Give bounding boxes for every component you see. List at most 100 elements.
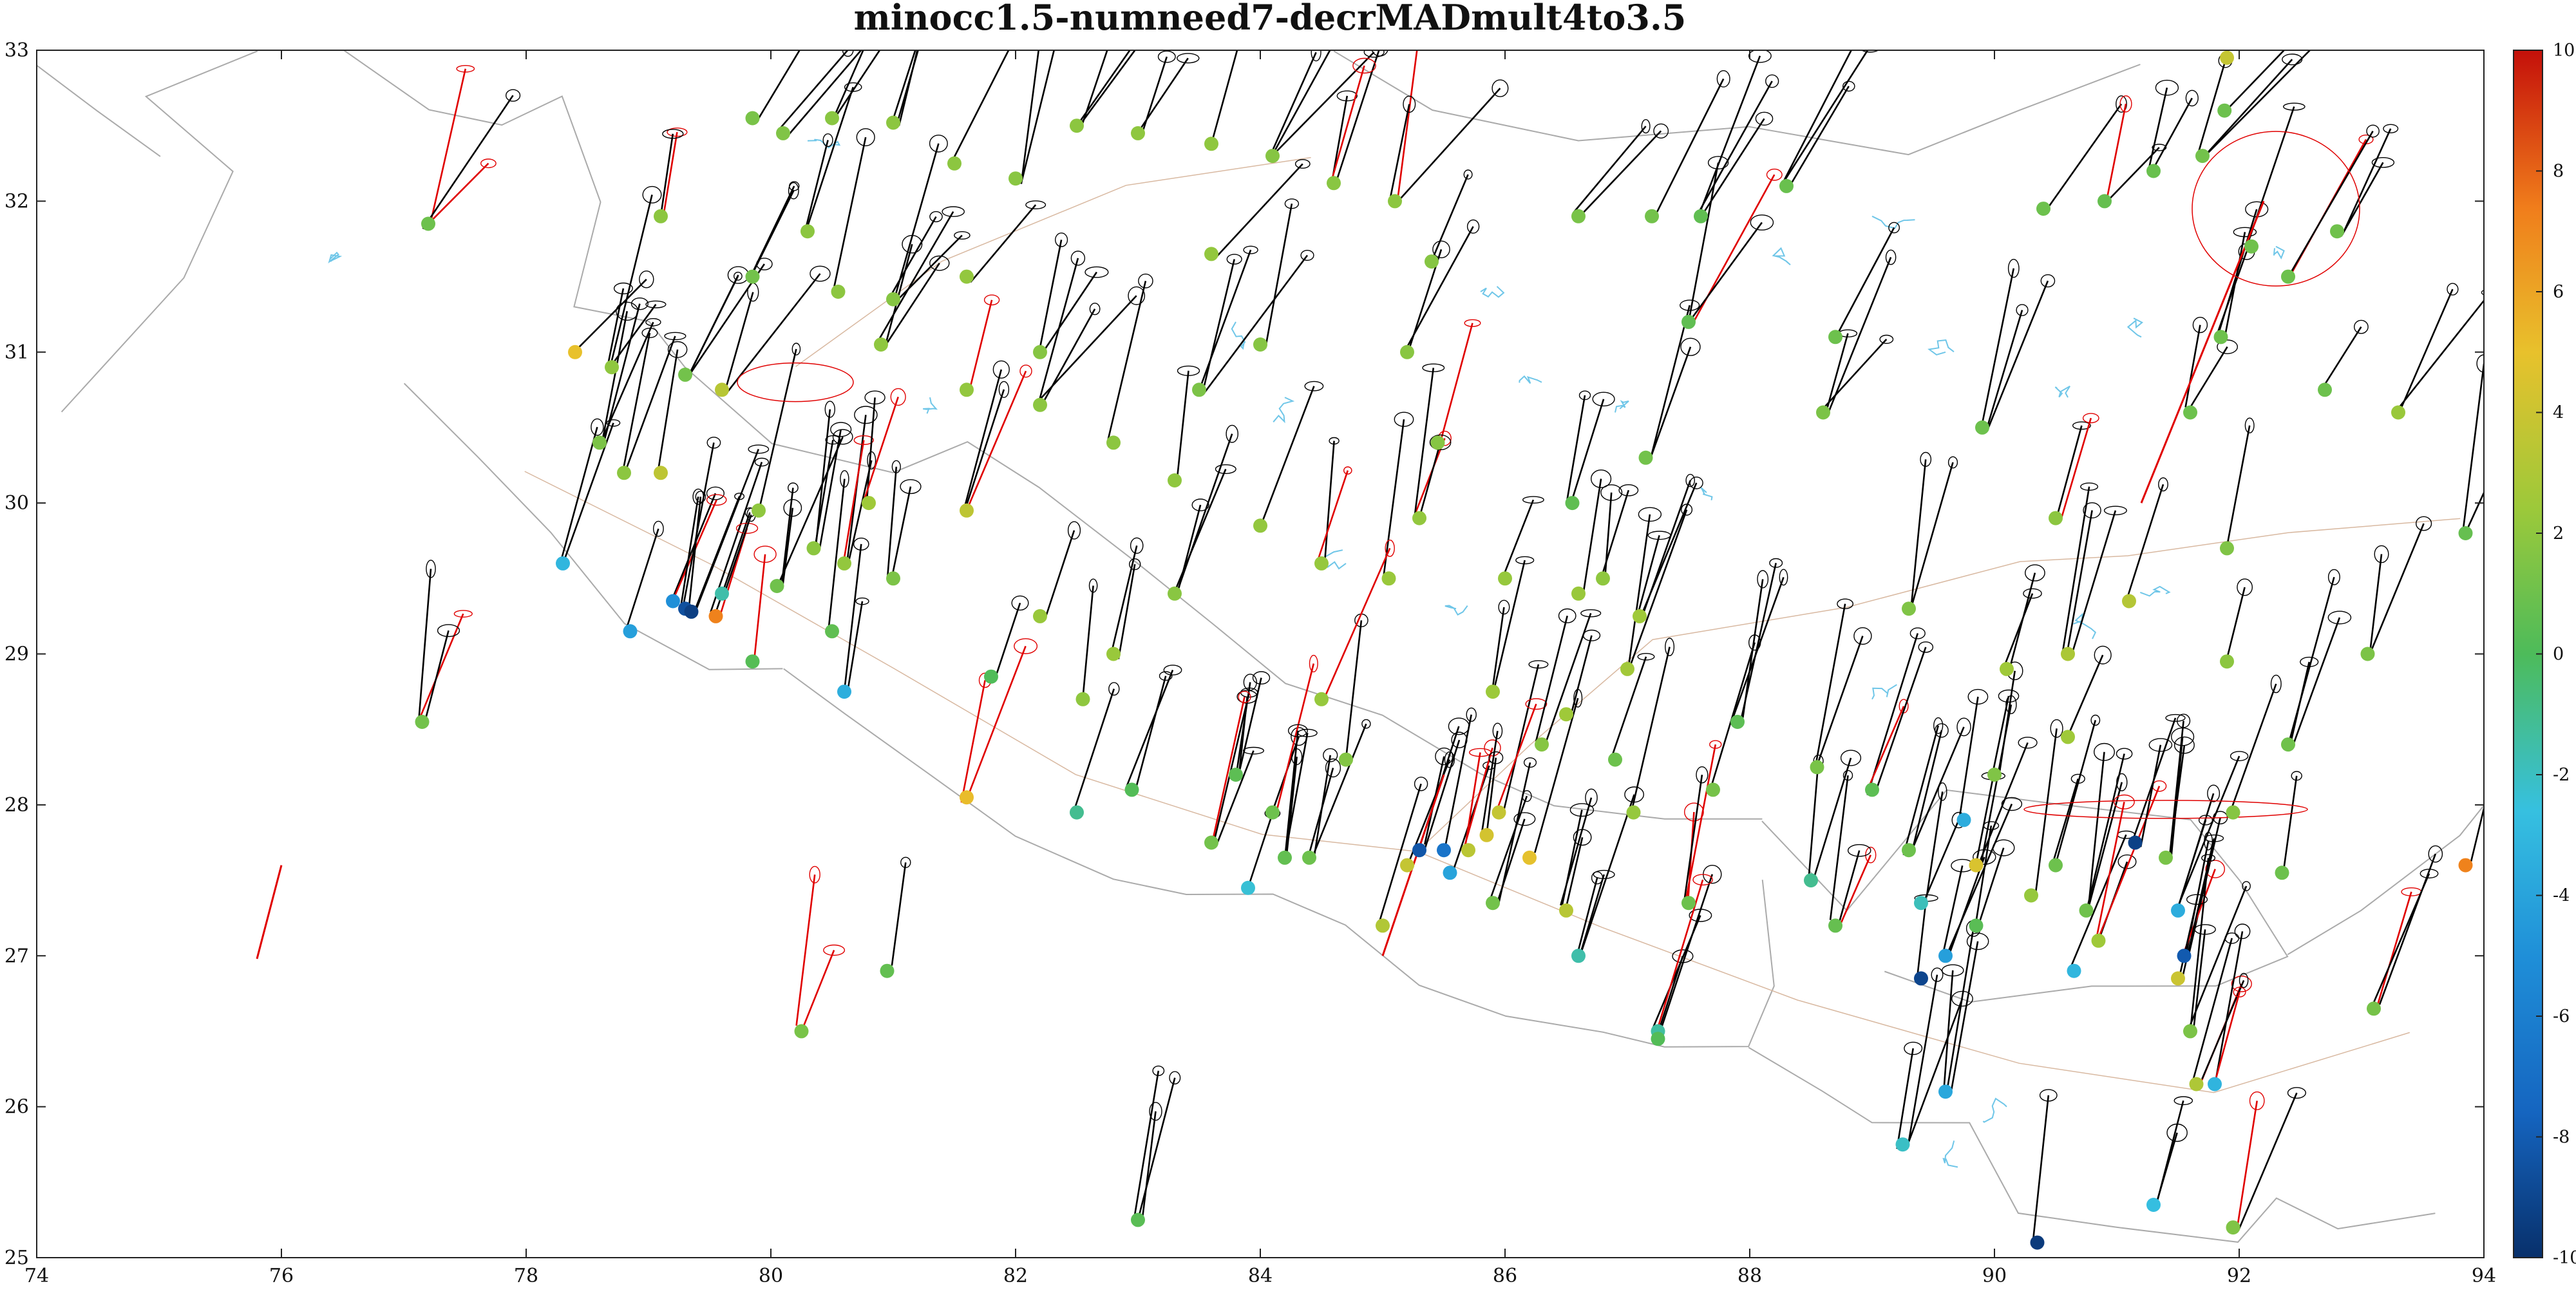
error-ellipse: [1466, 219, 1480, 234]
velocity-vector: [819, 429, 842, 551]
y-tick-label: 28: [5, 794, 29, 817]
station-point: [1314, 556, 1329, 571]
station-point: [1461, 843, 1475, 858]
velocity-vector: [970, 204, 1037, 283]
velocity-vector: [2228, 683, 2277, 817]
velocity-vector: [601, 311, 628, 445]
station-point: [1253, 337, 1267, 352]
velocity-vector: [2192, 938, 2233, 1083]
error-ellipse: [613, 282, 633, 294]
velocity-vector: [1571, 399, 1605, 501]
station-point: [2226, 1220, 2240, 1235]
error-ellipse: [1025, 200, 1046, 209]
x-tick-label: 74: [24, 1265, 49, 1287]
velocity-vector: [1582, 478, 1602, 596]
error-ellipse: [1011, 595, 1029, 611]
station-point: [1192, 383, 1206, 397]
border-line: [783, 668, 1775, 1048]
error-ellipse: [2233, 227, 2257, 238]
error-ellipse: [2371, 156, 2395, 168]
velocity-vector: [806, 86, 854, 230]
velocity-vector: [1981, 268, 2015, 426]
error-ellipse: [1689, 909, 1712, 922]
velocity-vector: [1915, 898, 1927, 983]
station-point: [886, 571, 900, 586]
error-ellipse: [1689, 477, 1703, 489]
station-point: [1565, 496, 1580, 511]
velocity-vector: [1907, 974, 1938, 1145]
error-ellipse: [1685, 473, 1695, 487]
error-ellipse: [1169, 1071, 1181, 1084]
error-ellipse: [1558, 608, 1577, 623]
error-ellipse: [900, 856, 911, 869]
velocity-vector: [605, 288, 625, 372]
station-point: [1865, 782, 1879, 797]
colorbar-tick-label: 8: [2553, 162, 2564, 182]
station-point: [2244, 239, 2259, 254]
error-ellipse: [2119, 95, 2132, 113]
outlier-vector: [256, 865, 283, 959]
velocity-vector: [1045, 271, 1097, 349]
error-ellipse: [1618, 484, 1639, 496]
error-ellipse: [2488, 460, 2503, 474]
velocity-vector: [1176, 370, 1189, 477]
error-ellipse: [1159, 671, 1173, 681]
station-point: [1412, 511, 1426, 525]
error-ellipse: [1432, 240, 1450, 258]
error-ellipse: [2353, 319, 2369, 334]
station-points: [415, 50, 2473, 1250]
station-point: [2318, 383, 2332, 397]
station-point: [984, 669, 998, 684]
velocity-vector: [1689, 222, 1763, 321]
station-point: [1168, 473, 1182, 487]
velocity-vector: [1986, 280, 2049, 431]
velocity-vector: [1828, 257, 1892, 413]
station-point: [1381, 571, 1396, 586]
error-ellipse: [1681, 504, 1693, 516]
y-tick-label: 30: [5, 492, 29, 515]
velocity-vectors: [256, 50, 2503, 1246]
station-point: [2226, 805, 2240, 820]
error-ellipse: [2186, 894, 2208, 905]
velocity-vector: [1683, 775, 1703, 905]
station-point: [960, 503, 974, 518]
station-point: [1479, 827, 1494, 842]
velocity-vector: [1866, 633, 1919, 796]
error-ellipse: [1152, 1065, 1165, 1076]
error-ellipse: [2024, 564, 2045, 581]
error-ellipse: [2291, 771, 2302, 781]
error-ellipse: [505, 89, 521, 102]
error-ellipse: [1352, 57, 1376, 74]
velocity-vector: [2185, 346, 2228, 415]
error-ellipse: [1361, 719, 1371, 729]
station-point: [1608, 752, 1622, 767]
error-ellipse: [1600, 484, 1623, 501]
station-point: [2171, 971, 2185, 986]
error-ellipse: [2270, 674, 2282, 694]
station-point: [1681, 314, 1696, 329]
velocity-vector: [1575, 877, 1598, 959]
error-ellipse: [2366, 124, 2380, 138]
station-point: [1969, 918, 1984, 933]
velocity-vector: [1247, 813, 1274, 889]
error-ellipse: [1177, 53, 1200, 64]
velocity-vector: [960, 680, 986, 803]
error-ellipse: [954, 231, 971, 240]
velocity-vector: [1492, 607, 1505, 688]
x-tick-label: 88: [1738, 1265, 1762, 1287]
error-ellipse: [756, 258, 773, 270]
station-point: [874, 337, 888, 352]
error-ellipse: [1243, 674, 1257, 691]
velocity-vector: [1837, 855, 1871, 930]
velocity-vector: [2096, 802, 2125, 936]
station-point: [684, 604, 699, 619]
station-point: [1626, 805, 1641, 820]
station-point: [1265, 805, 1280, 820]
lake-outline: [1982, 1097, 2007, 1123]
error-ellipse: [1243, 245, 1258, 254]
velocity-vector: [1316, 470, 1349, 563]
axes: 74 76 78 80 82 84 86 88 90 92 94 25 26 27 28 29 30 31 32 33: [5, 39, 2496, 1287]
velocity-vector: [1174, 469, 1227, 592]
station-point: [1204, 835, 1218, 850]
